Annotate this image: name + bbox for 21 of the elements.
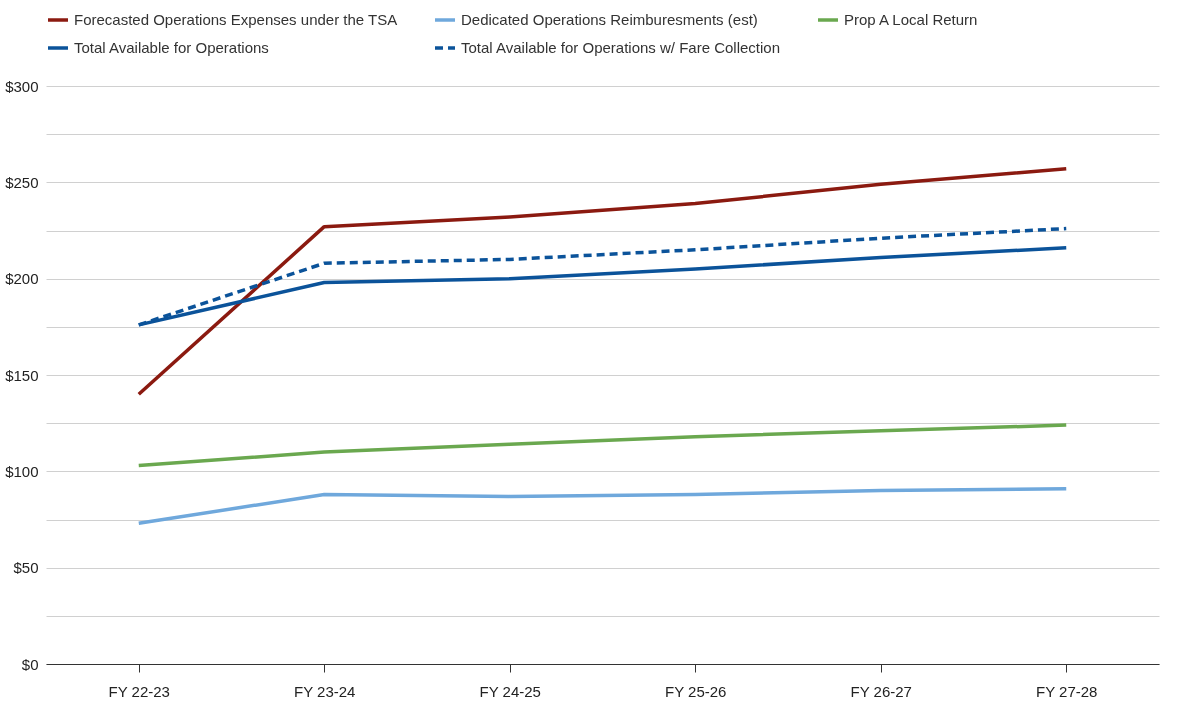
x-tick-label: FY 23-24 — [294, 682, 356, 700]
x-tick-label: FY 24-25 — [479, 682, 541, 700]
y-tick-label: $100 — [5, 462, 39, 480]
y-tick-label: $200 — [5, 270, 39, 288]
y-tick-label: $300 — [5, 77, 39, 95]
x-tick-label: FY 26-27 — [850, 682, 912, 700]
legend-label: Dedicated Operations Reimburesments (est) — [461, 11, 758, 28]
legend-label: Forecasted Operations Expenses under the TSA — [74, 11, 398, 28]
y-tick-label: $50 — [13, 559, 39, 577]
y-tick-label: $150 — [5, 366, 39, 384]
y-tick-label: $0 — [21, 655, 39, 673]
y-tick-label: $250 — [5, 173, 39, 191]
line-series — [137, 423, 1068, 468]
line-series — [137, 486, 1068, 526]
line-series — [137, 167, 1068, 397]
x-tick-label: FY 22-23 — [108, 682, 170, 700]
x-tick-label: FY 25-26 — [665, 682, 727, 700]
legend-label: Prop A Local Return — [844, 11, 978, 28]
legend-label: Total Available for Operations — [74, 39, 269, 56]
legend-label: Total Available for Operations w/ Fare Collection — [461, 39, 781, 56]
x-tick-label: FY 27-28 — [1036, 682, 1098, 700]
